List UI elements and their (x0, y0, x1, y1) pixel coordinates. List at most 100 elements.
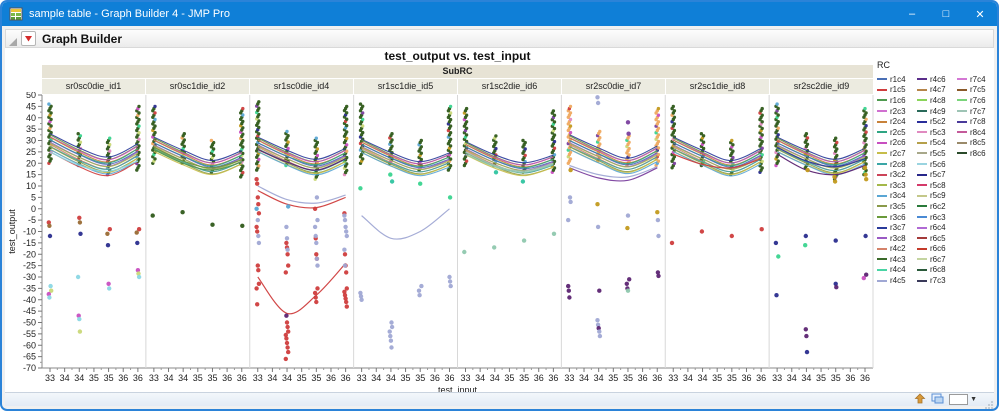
legend-item[interactable]: r6c5 (917, 233, 957, 244)
svg-text:36: 36 (741, 373, 751, 383)
legend-label: r2c3 (890, 106, 906, 116)
legend-item[interactable]: r2c5 (877, 127, 917, 138)
legend-item[interactable]: r5c2 (917, 116, 957, 127)
legend-item[interactable]: r4c7 (917, 85, 957, 96)
legend-label: r6c7 (930, 254, 946, 264)
legend-item[interactable]: r3c4 (877, 191, 917, 202)
legend-item[interactable]: r4c2 (877, 244, 917, 255)
maximize-button[interactable]: □ (942, 8, 950, 20)
legend-item[interactable]: r7c7 (957, 106, 997, 117)
legend-item[interactable]: r5c7 (917, 169, 957, 180)
panel-header[interactable]: sr1sc0die_id4 (250, 79, 353, 94)
svg-text:35: 35 (104, 373, 114, 383)
legend-item[interactable]: r7c5 (957, 85, 997, 96)
legend-item[interactable]: r8c5 (957, 138, 997, 149)
legend-swatch (917, 120, 927, 123)
panel-header[interactable]: sr0sc1die_id2 (146, 79, 249, 94)
legend-item[interactable]: r5c5 (917, 148, 957, 159)
svg-text:33: 33 (564, 373, 574, 383)
legend-item[interactable]: r4c6 (917, 74, 957, 85)
legend-item[interactable]: r5c3 (917, 127, 957, 138)
legend-item[interactable]: r4c3 (877, 254, 917, 265)
legend-item[interactable]: r6c8 (917, 265, 957, 276)
legend-item[interactable]: r5c9 (917, 191, 957, 202)
legend-item[interactable]: r6c7 (917, 254, 957, 265)
legend-item[interactable]: r5c8 (917, 180, 957, 191)
legend-item[interactable]: r4c5 (877, 275, 917, 286)
legend-item[interactable]: r8c6 (957, 148, 997, 159)
legend-swatch (957, 152, 967, 155)
legend-swatch (957, 88, 967, 91)
legend-item[interactable]: r1c6 (877, 95, 917, 106)
legend-item[interactable]: r2c6 (877, 138, 917, 149)
legend-item[interactable]: r2c8 (877, 159, 917, 170)
minimize-button[interactable]: – (908, 8, 916, 20)
legend-swatch (877, 247, 887, 250)
svg-text:35: 35 (89, 373, 99, 383)
legend-item[interactable]: r1c5 (877, 85, 917, 96)
legend-item[interactable]: r8c4 (957, 127, 997, 138)
legend-label: r2c4 (890, 117, 906, 127)
legend-item[interactable]: r2c4 (877, 116, 917, 127)
panel-header[interactable]: sr2sc2die_id9 (770, 79, 873, 94)
legend-item[interactable]: r1c4 (877, 74, 917, 85)
panel-header[interactable]: sr0sc0die_id1 (42, 79, 145, 94)
legend-item[interactable]: r2c7 (877, 148, 917, 159)
red-triangle-menu-button[interactable] (21, 31, 36, 46)
legend-item[interactable]: r7c3 (917, 275, 957, 286)
svg-text:33: 33 (357, 373, 367, 383)
svg-text:-65: -65 (23, 352, 36, 362)
legend-item[interactable]: r4c9 (917, 106, 957, 117)
legend-swatch (917, 141, 927, 144)
legend-item[interactable]: r3c7 (877, 222, 917, 233)
color-theme-swatch[interactable] (949, 394, 969, 405)
legend-item[interactable]: r7c8 (957, 116, 997, 127)
svg-text:34: 34 (475, 373, 485, 383)
legend-item[interactable]: r4c8 (917, 95, 957, 106)
legend-swatch (877, 173, 887, 176)
legend-label: r7c3 (930, 276, 946, 286)
chart-canvas[interactable]: 50454035302520151050-5-10-15-20-25-30-35… (5, 92, 880, 398)
svg-text:33: 33 (460, 373, 470, 383)
window-icon[interactable] (931, 391, 944, 409)
legend-item[interactable]: r7c6 (957, 95, 997, 106)
legend-item[interactable]: r6c3 (917, 212, 957, 223)
legend-item[interactable]: r6c6 (917, 244, 957, 255)
legend-item[interactable]: r3c3 (877, 180, 917, 191)
panel-header[interactable]: sr1sc2die_id6 (458, 79, 561, 94)
close-button[interactable]: ✕ (975, 8, 985, 21)
svg-text:35: 35 (712, 373, 722, 383)
panel-header[interactable]: sr2sc1die_id8 (666, 79, 769, 94)
legend-item[interactable]: r5c6 (917, 159, 957, 170)
panel-header[interactable]: sr2sc0die_id7 (562, 79, 665, 94)
disclosure-triangle-icon[interactable] (8, 34, 18, 46)
panel-header[interactable]: sr1sc1die_id5 (354, 79, 457, 94)
svg-text:35: 35 (727, 373, 737, 383)
dropdown-arrow-icon[interactable]: ▼ (970, 396, 977, 403)
legend-swatch (917, 88, 927, 91)
legend-item[interactable]: r3c6 (877, 212, 917, 223)
legend-item[interactable]: r4c4 (877, 265, 917, 276)
status-bar: ▼ (5, 391, 994, 409)
legend-item[interactable]: r7c4 (957, 74, 997, 85)
resize-grip[interactable] (985, 396, 993, 409)
legend-item[interactable]: r6c4 (917, 222, 957, 233)
svg-text:34: 34 (801, 373, 811, 383)
legend-item[interactable]: r5c4 (917, 138, 957, 149)
legend-swatch (877, 131, 887, 134)
legend-item[interactable]: r3c2 (877, 169, 917, 180)
legend-item[interactable]: r6c2 (917, 201, 957, 212)
legend-swatch (917, 237, 927, 240)
svg-text:30: 30 (26, 136, 36, 146)
legend-item[interactable]: r3c5 (877, 201, 917, 212)
legend-item[interactable]: r2c3 (877, 106, 917, 117)
legend-swatch (917, 110, 927, 113)
up-arrow-icon[interactable] (914, 391, 926, 409)
report-title: Graph Builder (42, 31, 123, 46)
svg-text:34: 34 (683, 373, 693, 383)
legend-item[interactable]: r3c8 (877, 233, 917, 244)
legend-label: r8c6 (970, 148, 986, 158)
legend-label: r4c9 (930, 106, 946, 116)
legend-swatch (877, 110, 887, 113)
